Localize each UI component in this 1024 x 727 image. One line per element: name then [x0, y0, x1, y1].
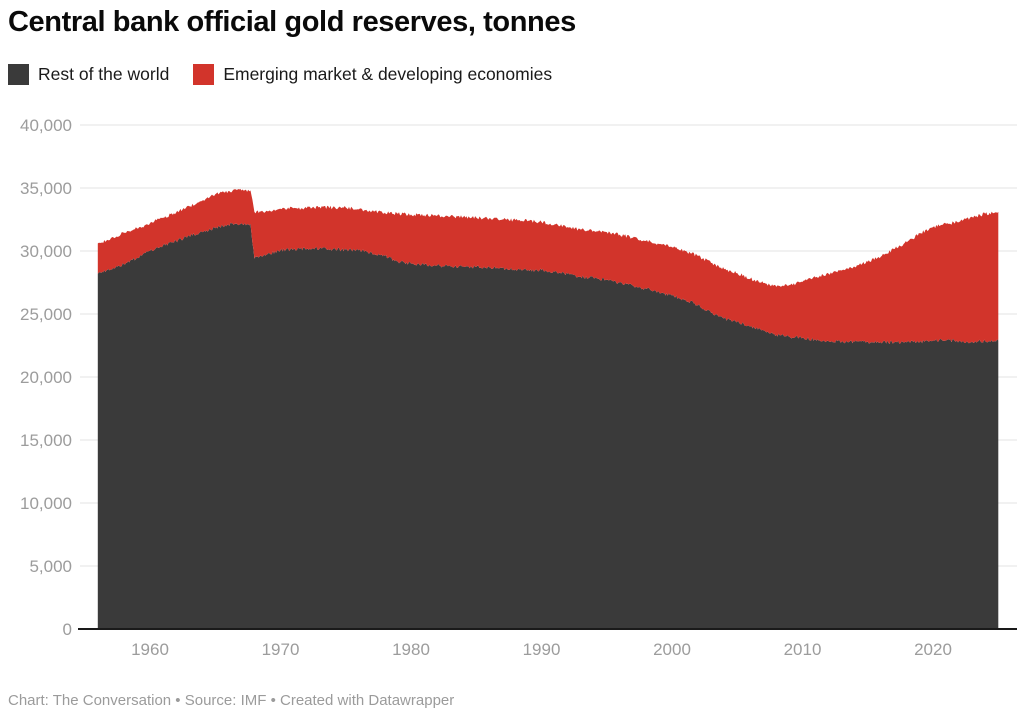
legend-swatch-dark	[8, 64, 29, 85]
svg-text:2020: 2020	[914, 640, 952, 659]
svg-text:35,000: 35,000	[20, 179, 72, 198]
svg-text:20,000: 20,000	[20, 368, 72, 387]
x-axis-labels: 1960 1970 1980 1990 2000 2010 2020	[131, 640, 952, 659]
area-rest-of-world	[97, 188, 999, 629]
legend-label: Rest of the world	[38, 64, 170, 84]
svg-text:1960: 1960	[131, 640, 169, 659]
svg-text:2000: 2000	[653, 640, 691, 659]
legend-swatch-red	[193, 64, 215, 85]
svg-text:1970: 1970	[262, 640, 300, 659]
svg-text:10,000: 10,000	[20, 494, 72, 513]
legend-item-emerging-markets: Emerging market & developing economies	[193, 64, 552, 85]
svg-text:2010: 2010	[784, 640, 822, 659]
chart-title: Central bank official gold reserves, ton…	[8, 6, 576, 38]
svg-text:30,000: 30,000	[20, 242, 72, 261]
svg-text:1980: 1980	[392, 640, 430, 659]
svg-text:40,000: 40,000	[20, 116, 72, 135]
svg-text:5,000: 5,000	[29, 557, 72, 576]
svg-text:0: 0	[63, 620, 72, 639]
chart-credit: Chart: The Conversation • Source: IMF • …	[8, 692, 455, 709]
y-axis-labels: 0 5,000 10,000 15,000 20,000 25,000 30,000 35,0…	[20, 116, 72, 639]
svg-text:15,000: 15,000	[20, 431, 72, 450]
chart-legend: Rest of the world Emerging market & deve…	[8, 64, 552, 85]
svg-text:25,000: 25,000	[20, 305, 72, 324]
svg-text:1990: 1990	[523, 640, 561, 659]
legend-label: Emerging market & developing economies	[223, 64, 553, 84]
legend-item-rest-of-world: Rest of the world	[8, 64, 169, 85]
